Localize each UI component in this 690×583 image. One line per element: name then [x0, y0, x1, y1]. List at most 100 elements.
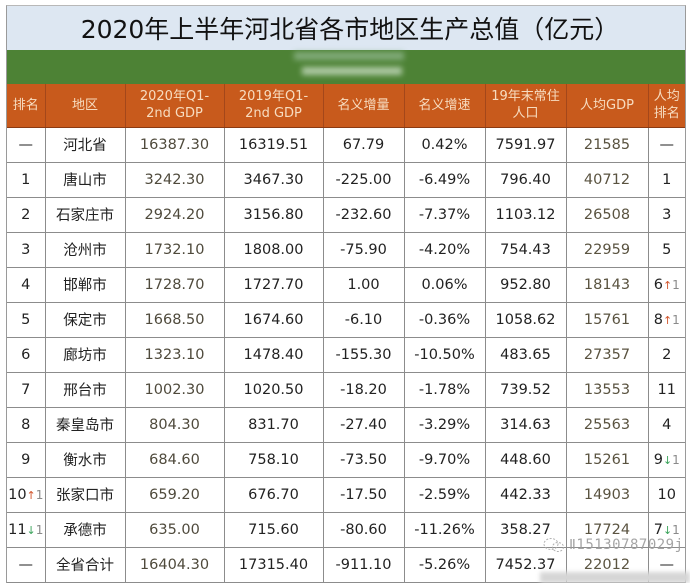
- cell-value: -1.78%: [418, 381, 471, 398]
- cell-increment: -232.60: [323, 197, 405, 233]
- table-row: 2 石家庄市 2924.20 3156.80 -232.60 -7.37% 1103.12 2…: [7, 197, 685, 233]
- cell-value: -73.50: [340, 451, 387, 468]
- table-row: — 河北省 16387.30 16319.51 67.79 0.42% 7591.97 215…: [7, 127, 685, 163]
- cell-value: 16387.30: [139, 136, 210, 153]
- cell-gdp-2020: 1323.10: [125, 337, 225, 373]
- cell-value: -5.26%: [418, 556, 471, 573]
- cell-gdp-2019: 715.60: [224, 512, 324, 548]
- cell-per-capita: 17724: [566, 512, 649, 548]
- table-header-row: 排名 地区 2020年Q1- 2nd GDP 2019年Q1- 2nd GDP 名义增量 名义…: [7, 84, 685, 128]
- cell-region: 衡水市: [45, 442, 126, 478]
- cell-value: 25563: [583, 416, 631, 433]
- cell-population: 739.52: [485, 372, 567, 408]
- cell-per-capita: 26508: [566, 197, 649, 233]
- cell-value: 2924.20: [144, 206, 205, 223]
- cell-value: 314.63: [500, 416, 551, 433]
- cell-gdp-2019: 1674.60: [224, 302, 324, 338]
- table-row: 7 邢台市 1002.30 1020.50 -18.20 -1.78% 739.52 1355…: [7, 372, 685, 408]
- cell-per-capita: 14903: [566, 477, 649, 513]
- cell-value: 635.00: [149, 521, 200, 538]
- cell-value: 67.79: [342, 136, 385, 153]
- cell-value: 21585: [583, 136, 631, 153]
- cell-gdp-2020: 684.60: [125, 442, 225, 478]
- cell-value: -80.60: [340, 521, 387, 538]
- cell-gdp-2019: 17315.40: [224, 547, 324, 583]
- cell-value: 保定市: [63, 313, 107, 329]
- cell-gdp-2019: 758.10: [224, 442, 324, 478]
- cell-region: 全省合计: [45, 547, 126, 583]
- cell-value: 8: [21, 416, 31, 433]
- cell-rank: —: [7, 547, 46, 583]
- cell-increment: -73.50: [323, 442, 405, 478]
- cell-value: -155.30: [335, 346, 392, 363]
- cell-gdp-2020: 2924.20: [125, 197, 225, 233]
- cell-increment: -80.60: [323, 512, 405, 548]
- table-row: 1 唐山市 3242.30 3467.30 -225.00 -6.49% 796.40 407…: [7, 162, 685, 198]
- blurred-text: [294, 52, 404, 60]
- page-title: 2020年上半年河北省各市地区生产总值（亿元）: [80, 15, 620, 44]
- cell-value: -11.26%: [414, 521, 475, 538]
- cell-value: 3: [662, 206, 672, 223]
- arrow-up-icon: ↑: [662, 278, 673, 292]
- cell-value: 11: [8, 521, 27, 538]
- cell-value: -17.50: [340, 486, 387, 503]
- cell-increment: -911.10: [323, 547, 405, 583]
- table-row: 4 邯郸市 1728.70 1727.70 1.00 0.06% 952.80 18143 6↑…: [7, 267, 685, 303]
- cell-per-capita: 15261: [566, 442, 649, 478]
- column-header: 排名: [7, 84, 46, 128]
- cell-increment: -18.20: [323, 372, 405, 408]
- cell-population: 1103.12: [485, 197, 567, 233]
- cell-value: 754.43: [500, 241, 551, 258]
- cell-value: 659.20: [149, 486, 200, 503]
- cell-value: -225.00: [335, 171, 392, 188]
- cell-value: -9.70%: [418, 451, 471, 468]
- cell-value: 9: [21, 451, 31, 468]
- cell-value: -232.60: [335, 206, 392, 223]
- cell-value: 18143: [583, 276, 631, 293]
- cell-per-capita: 25563: [566, 407, 649, 443]
- cell-growth: -9.70%: [404, 442, 486, 478]
- watermark: Ⅱ15130787029j: [543, 535, 684, 555]
- cell-growth: -1.78%: [404, 372, 486, 408]
- cell-value: 22012: [583, 556, 631, 573]
- arrow-down-icon: ↓: [26, 523, 36, 537]
- cell-value: 1002.30: [144, 381, 205, 398]
- cell-value: -0.36%: [418, 311, 471, 328]
- cell-gdp-2020: 16404.30: [125, 547, 225, 583]
- column-header: 人均 排名: [648, 84, 685, 128]
- cell-increment: -225.00: [323, 162, 405, 198]
- cell-value: 11: [657, 381, 676, 398]
- cell-pc-rank: —: [648, 127, 685, 163]
- column-header-label: 2020年Q1-: [139, 89, 210, 105]
- table-row: 8 秦皇岛市 804.30 831.70 -27.40 -3.29% 314.63 25563…: [7, 407, 685, 443]
- cell-gdp-2020: 16387.30: [125, 127, 225, 163]
- cell-per-capita: 15761: [566, 302, 649, 338]
- cell-rank: 6: [7, 337, 46, 373]
- cell-value: 1323.10: [144, 346, 205, 363]
- cell-growth: 0.42%: [404, 127, 486, 163]
- cell-value: 15261: [583, 451, 631, 468]
- arrow-down-icon: ↓: [662, 453, 673, 467]
- cell-pc-rank: 1: [648, 162, 685, 198]
- cell-pc-rank: 11: [648, 372, 685, 408]
- cell-value: —: [18, 136, 34, 153]
- cell-value: 1808.00: [243, 241, 304, 258]
- cell-population: 7452.37: [485, 547, 567, 583]
- cell-region: 唐山市: [45, 162, 126, 198]
- cell-increment: -155.30: [323, 337, 405, 373]
- cell-rank: 7: [7, 372, 46, 408]
- rank-change-amount: 1: [672, 522, 680, 537]
- cell-rank: 8: [7, 407, 46, 443]
- cell-region: 河北省: [45, 127, 126, 163]
- column-header-label: 人均GDP: [580, 97, 634, 113]
- cell-value: 3: [21, 241, 31, 258]
- cell-value: 796.40: [500, 171, 551, 188]
- column-header-label: 2nd GDP: [146, 106, 203, 122]
- cell-value: 14903: [583, 486, 631, 503]
- column-header: 2020年Q1- 2nd GDP: [125, 84, 225, 128]
- cell-value: 3242.30: [144, 171, 205, 188]
- cell-gdp-2019: 1727.70: [224, 267, 324, 303]
- column-header-label: 名义增速: [418, 97, 471, 113]
- blurred-subtitle-band: [7, 50, 685, 84]
- arrow-down-icon: ↓: [662, 523, 673, 537]
